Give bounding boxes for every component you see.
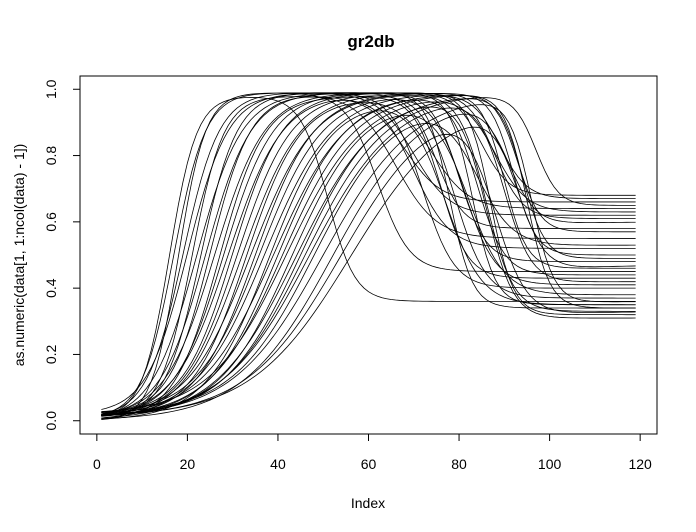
series-layer [101,92,636,421]
series-line-25 [101,99,636,417]
series-line-34 [101,104,636,416]
series-line-15 [101,92,636,413]
series-line-8 [101,92,636,417]
series-line-4 [101,92,636,415]
series-line-14 [101,99,636,415]
series-line-16 [101,95,636,416]
series-line-21 [101,99,636,413]
series-line-35 [101,113,636,420]
x-tick-label: 120 [628,456,652,472]
series-line-37 [101,126,636,416]
series-line-28 [101,114,636,417]
series-line-29 [101,98,636,419]
series-line-19 [101,95,636,415]
y-tick-label: 1.0 [43,79,59,99]
series-line-12 [101,96,636,420]
series-line-11 [101,92,636,415]
series-line-32 [101,107,636,416]
series-line-9 [101,92,636,415]
x-axis-label: Index [351,495,385,511]
x-tick-label: 60 [361,456,377,472]
series-line-36 [101,133,636,416]
series-line-24 [101,94,636,416]
series-line-33 [101,123,636,413]
x-tick-label: 0 [93,456,101,472]
series-line-23 [101,110,636,420]
series-line-20 [101,93,636,417]
y-tick-label: 0.0 [43,411,59,431]
y-axis-label: as.numeric(data[1, 1:ncol(data) - 1]) [11,144,27,367]
y-tick-label: 0.2 [43,345,59,365]
series-line-26 [101,95,636,416]
x-axis: 0 20 40 60 80 100 120 [93,433,652,472]
series-line-18 [101,102,636,417]
series-line-31 [101,97,636,416]
y-tick-label: 0.6 [43,212,59,232]
chart-title: gr2db [347,32,394,51]
series-line-3 [101,92,636,421]
series-line-10 [101,96,636,413]
y-tick-label: 0.8 [43,146,59,166]
x-tick-label: 40 [270,456,286,472]
series-line-22 [101,95,636,416]
series-line-2 [101,92,636,415]
y-axis: 0.0 0.2 0.4 0.6 0.8 1.0 [43,79,81,431]
y-tick-label: 0.4 [43,278,59,298]
x-tick-label: 20 [180,456,196,472]
series-line-6 [101,96,636,417]
series-line-27 [101,101,636,412]
series-line-1 [101,96,636,416]
x-tick-label: 100 [538,456,562,472]
x-tick-label: 80 [451,456,467,472]
series-line-13 [101,92,636,416]
series-line-17 [101,92,636,419]
